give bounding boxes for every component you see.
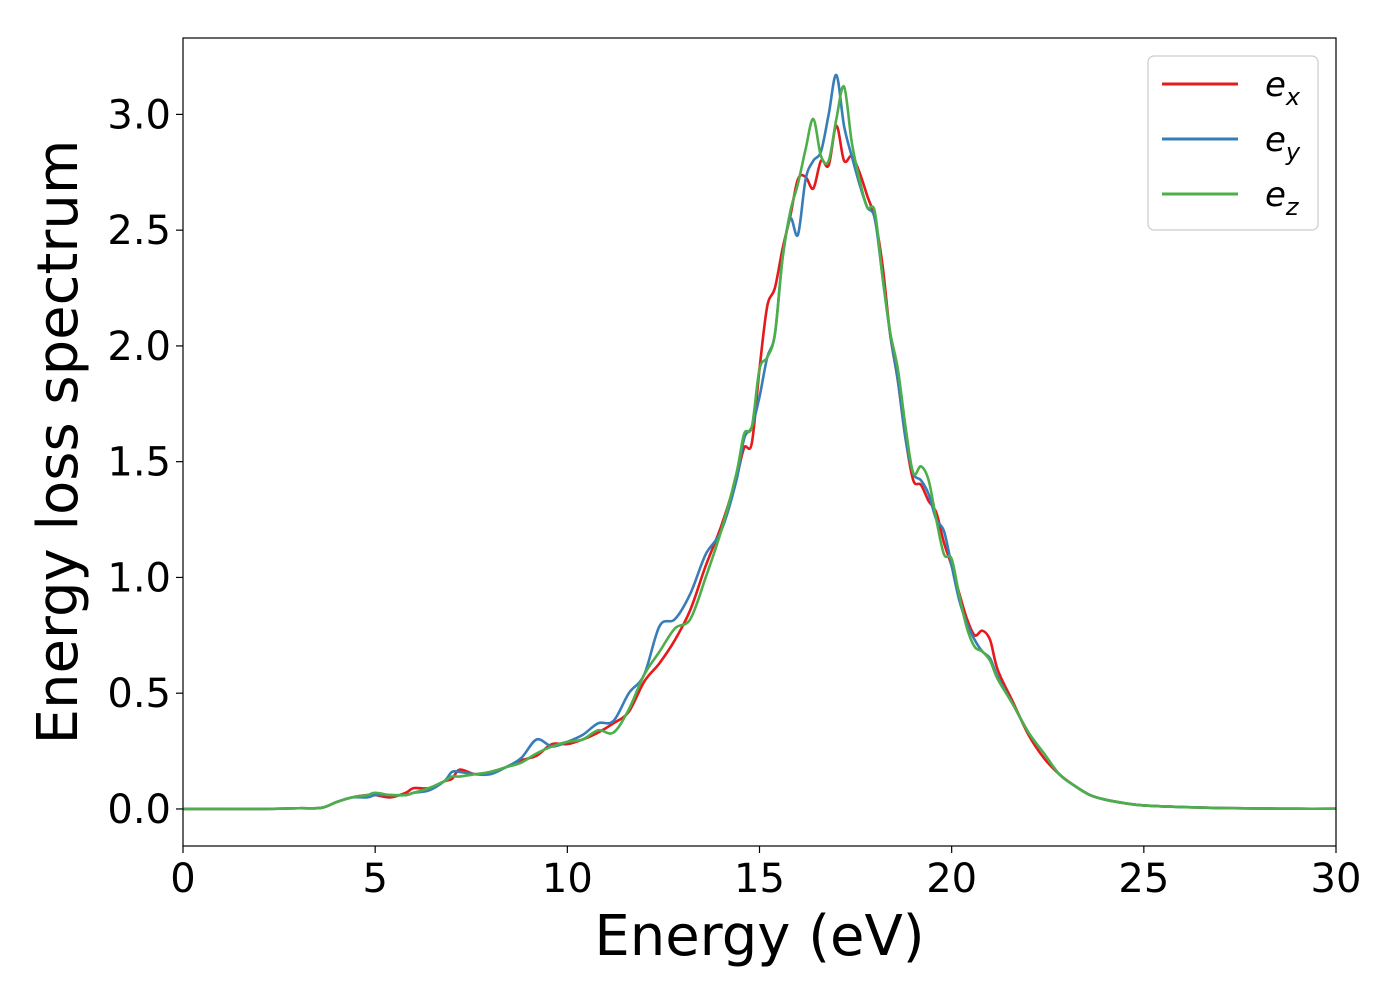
y-tick-label: 0.5: [107, 671, 171, 717]
legend: ex ey ez: [1147, 55, 1319, 231]
x-tick-label: 25: [1118, 856, 1169, 902]
y-tick-label: 3.0: [107, 92, 171, 138]
x-tick-label: 10: [542, 856, 593, 902]
y-tick-label: 0.0: [107, 787, 171, 833]
x-axis-title: Energy (eV): [594, 904, 924, 969]
legend-label-ey: ey: [1265, 120, 1301, 166]
y-tick-label: 1.5: [107, 440, 171, 486]
legend-label-ez: ez: [1265, 175, 1300, 221]
series-layer: [183, 73, 1337, 811]
x-axis: 0 5 10 15 20 25 30: [170, 846, 1361, 902]
legend-label-ex: ex: [1265, 65, 1301, 111]
y-axis-title: Energy loss spectrum: [26, 140, 91, 745]
y-tick-label: 2.5: [107, 208, 171, 254]
x-tick-label: 5: [362, 856, 387, 902]
x-tick-label: 15: [734, 856, 785, 902]
x-tick-label: 30: [1311, 856, 1362, 902]
y-tick-label: 2.0: [107, 324, 171, 370]
legend-box: [1147, 55, 1319, 231]
x-tick-label: 0: [170, 856, 195, 902]
y-tick-label: 1.0: [107, 555, 171, 601]
series-line-ez: [183, 85, 1337, 811]
y-axis: 0.0 0.5 1.0 1.5 2.0 2.5 3.0: [107, 92, 183, 833]
x-tick-label: 20: [926, 856, 977, 902]
